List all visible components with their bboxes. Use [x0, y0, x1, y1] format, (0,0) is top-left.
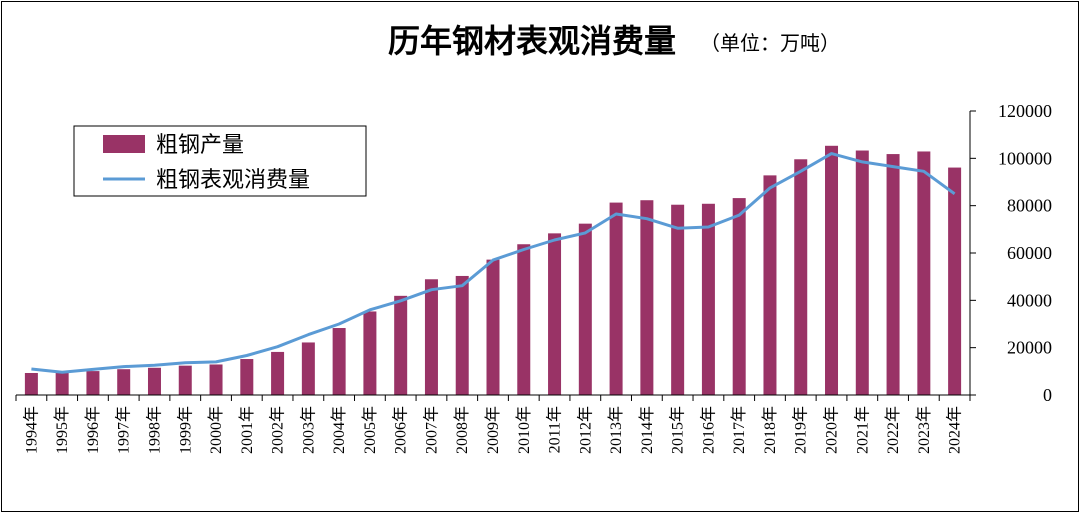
bar-17 [548, 233, 562, 395]
chart-title: 历年钢材表观消费量 [388, 22, 676, 60]
x-tick-label: 2014年 [638, 406, 656, 454]
bar-28 [886, 154, 900, 395]
x-tick-label: 2024年 [946, 406, 964, 454]
x-tick-label: 2002年 [269, 406, 287, 454]
legend: 粗钢产量 粗钢表观消费量 [73, 125, 367, 197]
x-tick-label: 2000年 [207, 406, 225, 454]
bar-16 [517, 244, 531, 395]
bars-layer [24, 145, 962, 395]
x-tick-label: 2009年 [484, 406, 502, 454]
axis-layer [15, 110, 976, 401]
bar-10 [332, 328, 346, 395]
bar-25 [794, 159, 808, 395]
bar-22 [701, 203, 715, 395]
bar-19 [609, 202, 623, 395]
bar-3 [117, 369, 131, 395]
consumption-line [31, 152, 956, 374]
x-tick-label: 1997年 [115, 406, 133, 454]
bar-26 [825, 145, 839, 395]
x-tick-label: 2001年 [238, 406, 256, 454]
bar-21 [671, 204, 685, 395]
line-layer [31, 152, 956, 374]
bar-24 [763, 175, 777, 395]
chart-subtitle: （单位：万吨） [700, 31, 840, 55]
y-tick-label: 100000 [998, 148, 1052, 168]
x-tick-label: 1999年 [176, 406, 194, 454]
bar-30 [948, 167, 962, 395]
x-tick-label: 2007年 [423, 406, 441, 454]
y-tick-label: 20000 [1007, 338, 1052, 358]
x-tick-label: 2019年 [792, 406, 810, 454]
bar-4 [147, 367, 161, 395]
bar-2 [86, 371, 100, 395]
x-tick-labels: 1994年 1995年 1996年 1997年 1998年 1999年 2000年 2001年… [22, 406, 963, 454]
x-tick-label: 1994年 [22, 406, 40, 454]
x-tick-label: 2008年 [453, 406, 471, 454]
y-tick-labels: 0 20000 40000 60000 80000 100000 120000 [998, 101, 1052, 405]
bar-1 [55, 372, 69, 395]
bar-14 [455, 275, 469, 395]
y-tick-label: 0 [1043, 385, 1052, 405]
bar-18 [578, 223, 592, 395]
bar-13 [424, 279, 438, 395]
bar-5 [178, 365, 192, 395]
bar-8 [271, 351, 285, 395]
x-tick-label: 2017年 [730, 406, 748, 454]
bar-29 [917, 151, 931, 395]
bar-9 [301, 342, 315, 395]
x-tick-label: 2020年 [823, 406, 841, 454]
x-tick-label: 2016年 [699, 406, 717, 454]
x-tick-label: 2011年 [546, 406, 564, 453]
bar-11 [363, 311, 377, 395]
bar-27 [855, 150, 869, 395]
x-tick-label: 2010年 [515, 406, 533, 454]
x-tick-label: 2005年 [361, 406, 379, 454]
bar-23 [732, 198, 746, 395]
x-tick-label: 2015年 [669, 406, 687, 454]
x-tick-label: 2022年 [884, 406, 902, 454]
legend-label-bar: 粗钢产量 [156, 133, 244, 158]
bar-7 [240, 359, 254, 395]
legend-label-line: 粗钢表观消费量 [156, 168, 310, 193]
x-tick-label: 2012年 [576, 406, 594, 454]
legend-swatch-bar [103, 135, 145, 153]
x-tick-label: 2013年 [607, 406, 625, 454]
bar-20 [640, 200, 654, 395]
y-tick-label: 80000 [1007, 196, 1052, 216]
x-tick-label: 2023年 [915, 406, 933, 454]
x-tick-label: 1996年 [84, 406, 102, 454]
x-tick-label: 1998年 [146, 406, 164, 454]
x-tick-label: 2021年 [853, 406, 871, 454]
bar-15 [486, 259, 500, 395]
x-tick-label: 1995年 [53, 406, 71, 454]
y-tick-label: 120000 [998, 101, 1052, 121]
bar-6 [209, 364, 223, 395]
bar-12 [394, 295, 408, 395]
y-tick-label: 60000 [1007, 243, 1052, 263]
y-tick-label: 40000 [1007, 290, 1052, 310]
x-tick-label: 2018年 [761, 406, 779, 454]
x-tick-label: 2004年 [330, 406, 348, 454]
x-tick-label: 2006年 [392, 406, 410, 454]
bar-0 [24, 372, 38, 395]
x-tick-label: 2003年 [299, 406, 317, 454]
